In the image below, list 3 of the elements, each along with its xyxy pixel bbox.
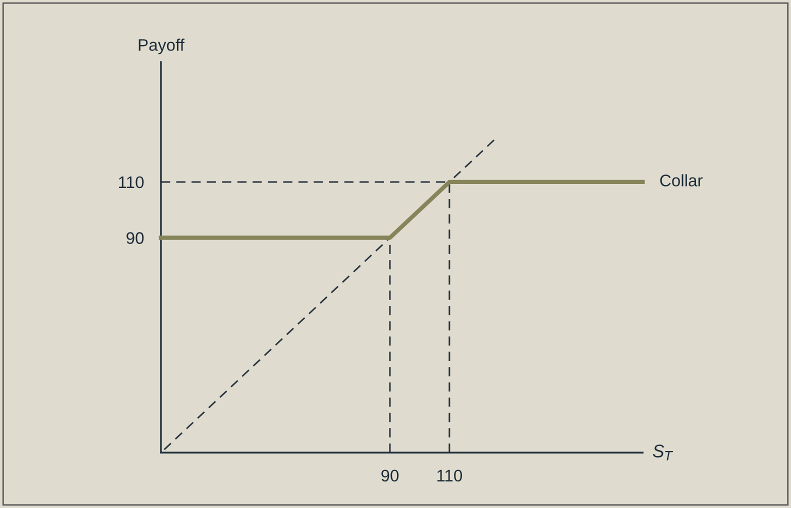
series-label: Collar xyxy=(660,174,703,186)
y-axis-title: Payoff xyxy=(138,38,184,54)
x-axis-title: S$_{T}$ xyxy=(652,444,674,460)
